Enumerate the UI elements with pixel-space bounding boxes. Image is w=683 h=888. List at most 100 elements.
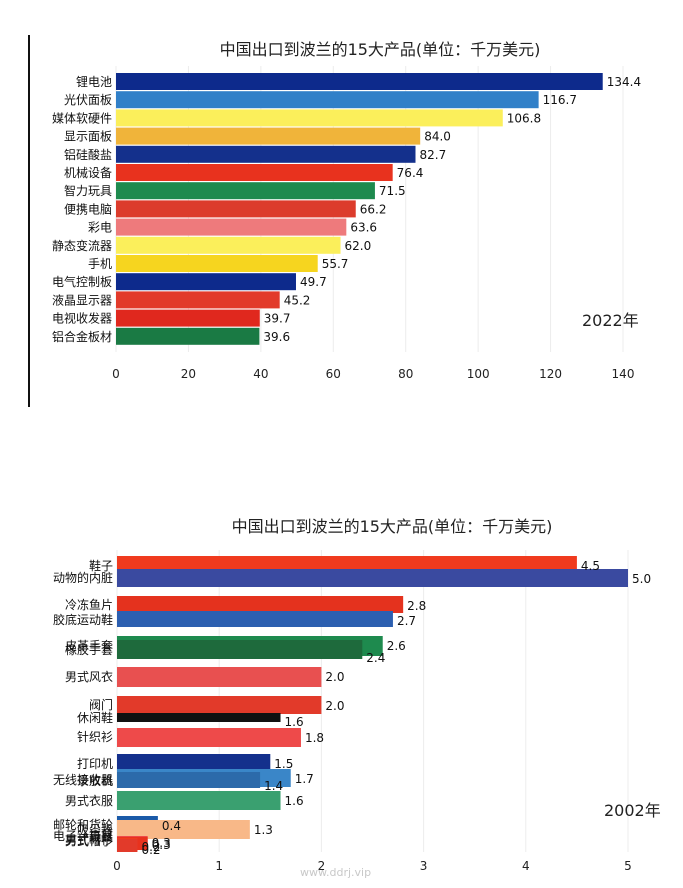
category-label: 休闲鞋 xyxy=(77,710,113,725)
category-label: 无线接收器 xyxy=(53,772,113,787)
bar xyxy=(116,309,260,327)
x-tick-label: 5 xyxy=(624,859,632,873)
category-label: 便携电脑 xyxy=(64,201,112,216)
category-label: 吸尘器 xyxy=(77,823,113,837)
bar xyxy=(117,754,271,771)
x-tick-label: 3 xyxy=(420,859,428,873)
value-label: 0.4 xyxy=(162,819,181,833)
value-label: 62.0 xyxy=(345,239,372,253)
value-label: 134.4 xyxy=(607,75,641,89)
bar xyxy=(117,569,628,587)
value-label: 55.7 xyxy=(322,257,349,271)
value-label: 2.0 xyxy=(325,699,344,713)
value-label: 45.2 xyxy=(284,293,311,307)
category-label: 手机 xyxy=(88,257,112,271)
bar xyxy=(116,236,341,254)
value-label: 116.7 xyxy=(543,93,577,107)
value-label: 84.0 xyxy=(424,130,451,144)
left-border-line xyxy=(28,35,30,407)
bar xyxy=(116,127,421,145)
category-label: 电子计算器 xyxy=(53,828,113,843)
chart-2022: 0 20 40 60 80 100 120 140 锂电池 134.4 光伏面板 116.7 媒体软硬件… xyxy=(52,40,641,381)
category-label: 冷冻鱼片 xyxy=(65,597,113,612)
category-label: 光伏面板 xyxy=(64,93,112,107)
bar xyxy=(117,640,363,659)
x-tick-label: 1 xyxy=(215,859,223,873)
x-tick-label: 4 xyxy=(522,859,530,873)
category-label: 液晶显示器 xyxy=(52,292,112,307)
category-label: 男式帽子 xyxy=(65,833,113,848)
value-label: 0.2 xyxy=(141,843,160,857)
value-label: 2.4 xyxy=(366,651,385,665)
category-label: 男式衣服 xyxy=(65,793,113,808)
category-label: 打印机 xyxy=(77,757,113,771)
chart-2002: 0 1 2 3 4 5 鞋子 4.5 动物的内脏 5.0 冷冻鱼片 2.8 胶底运动鞋 2.7 皮革手套 2.… xyxy=(53,517,661,873)
value-label: 2.8 xyxy=(407,599,426,613)
bar xyxy=(117,839,138,852)
value-label: 1.3 xyxy=(254,823,273,837)
value-label: 1.6 xyxy=(285,715,304,729)
x-tick-label: 0 xyxy=(113,859,121,873)
x-tick-label: 20 xyxy=(181,367,196,381)
category-label: 鞋子 xyxy=(89,558,113,573)
category-label: 锂电池 xyxy=(76,74,112,89)
year-label: 2002年 xyxy=(604,801,661,820)
category-label: 皮革手套 xyxy=(65,639,113,653)
value-label: 0.3 xyxy=(152,838,171,852)
bar xyxy=(116,73,603,90)
bar xyxy=(116,218,347,236)
value-label: 66.2 xyxy=(360,202,387,216)
x-tick-label: 2 xyxy=(318,859,326,873)
category-label: 智力玩具 xyxy=(64,183,112,198)
category-label: 电气控制板 xyxy=(52,274,112,289)
value-label: 76.4 xyxy=(397,166,424,180)
category-label: 橡胶手套 xyxy=(65,642,113,657)
value-label: 2.0 xyxy=(325,670,344,684)
bar xyxy=(116,109,503,127)
value-label: 39.6 xyxy=(263,330,290,344)
bar xyxy=(117,596,404,613)
category-label: 针织衫 xyxy=(77,729,113,744)
bar xyxy=(116,145,416,163)
x-tick-label: 80 xyxy=(398,367,413,381)
category-label: 玩具 xyxy=(89,830,113,844)
category-label: 铝合金板材 xyxy=(52,329,112,344)
watermark-layer: www.ddrj.vip xyxy=(300,866,371,879)
bar xyxy=(116,291,280,309)
value-label: 1.5 xyxy=(274,757,293,771)
year-label: 2022年 xyxy=(582,311,639,330)
value-label: 106.8 xyxy=(507,111,541,125)
x-tick-label: 120 xyxy=(539,367,562,381)
category-label: 录放机 xyxy=(77,773,113,788)
bar xyxy=(117,772,261,788)
x-tick-label: 140 xyxy=(612,367,635,381)
chart-title: 中国出口到波兰的15大产品(单位：千万美元) xyxy=(220,40,541,59)
bar xyxy=(117,791,281,810)
value-label: 71.5 xyxy=(379,184,406,198)
value-label: 82.7 xyxy=(419,148,446,162)
bar xyxy=(117,667,322,687)
value-label: 1.6 xyxy=(285,794,304,808)
bar xyxy=(116,182,375,200)
value-label: 49.7 xyxy=(300,275,327,289)
category-label: 静态变流器 xyxy=(52,238,112,253)
category-label: 阀门 xyxy=(89,697,113,712)
bar xyxy=(116,327,260,345)
x-tick-label: 40 xyxy=(253,367,268,381)
value-label: 63.6 xyxy=(350,221,377,235)
value-label: 1.7 xyxy=(295,772,314,786)
bar xyxy=(117,728,301,747)
bar xyxy=(116,200,356,218)
category-label: 媒体软硬件 xyxy=(52,111,112,125)
bar xyxy=(116,273,296,291)
category-label: 男式风衣 xyxy=(65,669,113,684)
chart-title: 中国出口到波兰的15大产品(单位：千万美元) xyxy=(232,517,553,536)
category-label: 电视收发器 xyxy=(52,311,112,326)
value-label: 1.4 xyxy=(264,779,283,793)
category-label: 显示面板 xyxy=(64,130,112,144)
category-label: 男式衬衫 xyxy=(65,833,113,847)
bar xyxy=(117,611,393,627)
category-label: 胶底运动鞋 xyxy=(53,612,113,627)
category-label: 机械设备 xyxy=(64,165,112,180)
value-label: 0.3 xyxy=(152,836,171,850)
